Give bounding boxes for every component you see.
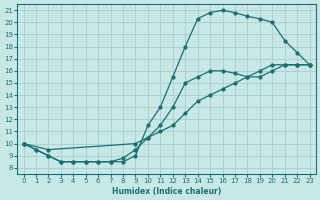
X-axis label: Humidex (Indice chaleur): Humidex (Indice chaleur): [112, 187, 221, 196]
